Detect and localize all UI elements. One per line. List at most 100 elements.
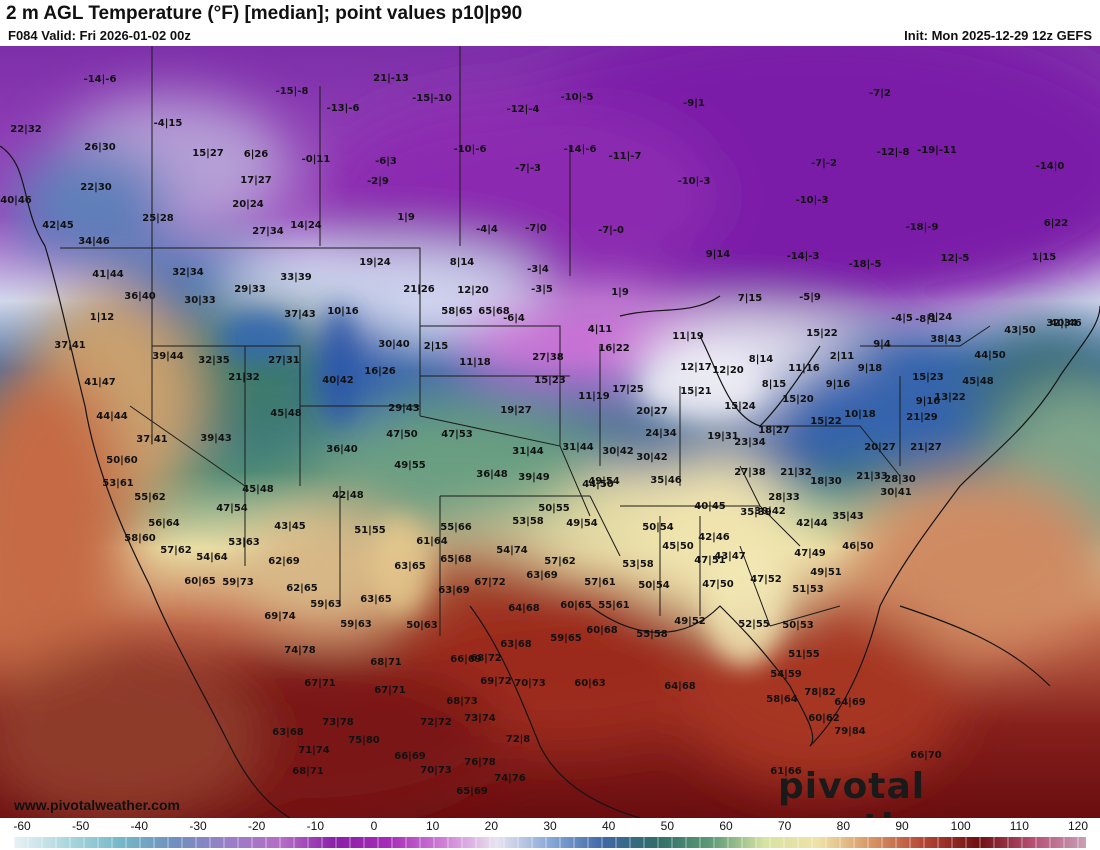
- point-value-label: 8|14: [749, 354, 774, 365]
- point-value-label: 72|72: [420, 717, 452, 728]
- point-value-label: 76|78: [464, 757, 496, 768]
- point-value-label: 50|54: [638, 580, 670, 591]
- point-value-label: 67|72: [474, 577, 506, 588]
- point-value-label: -4|15: [154, 118, 183, 129]
- point-value-label: -14|-6: [564, 144, 597, 155]
- point-value-label: 30|40: [378, 339, 410, 350]
- point-value-label: 7|15: [738, 293, 763, 304]
- colorbar-tick-label: 20: [484, 819, 499, 833]
- point-value-label: 21|29: [906, 412, 938, 423]
- point-value-label: 62|65: [286, 583, 318, 594]
- point-value-label: 50|53: [782, 620, 814, 631]
- point-value-label: 53|61: [102, 478, 134, 489]
- point-value-label: 54|59: [770, 669, 802, 680]
- point-value-label: 68|73: [446, 696, 478, 707]
- colorbar-tick-label: -10: [306, 819, 324, 833]
- point-value-label: 69|74: [264, 611, 296, 622]
- point-value-label: 57|62: [160, 545, 192, 556]
- point-value-label: 20|27: [864, 442, 896, 453]
- point-value-label: 21|26: [403, 284, 435, 295]
- point-value-label: 40|45: [694, 501, 726, 512]
- point-value-label: 37|41: [54, 340, 86, 351]
- point-value-label: 43|50: [1004, 325, 1036, 336]
- valid-time: F084 Valid: Fri 2026-01-02 00z: [8, 28, 191, 43]
- point-value-label: 47|53: [441, 429, 473, 440]
- point-value-label: 13|22: [934, 392, 966, 403]
- point-value-label: 70|73: [514, 678, 546, 689]
- point-value-label: -18|-9: [906, 222, 939, 233]
- point-value-label: 15|22: [806, 328, 838, 339]
- point-value-label: -5|9: [799, 292, 821, 303]
- point-value-label: 18|27: [758, 425, 790, 436]
- point-value-label: 58|65: [441, 306, 473, 317]
- point-value-label: 57|61: [584, 577, 616, 588]
- point-value-label: 30|41: [880, 487, 912, 498]
- point-value-label: 57|62: [544, 556, 576, 567]
- point-value-label: 12|-5: [941, 253, 970, 264]
- point-value-label: 8|24: [928, 312, 953, 323]
- point-value-label: 73|78: [322, 717, 354, 728]
- point-value-label: 31|44: [562, 442, 594, 453]
- point-value-label: 68|72: [470, 653, 502, 664]
- point-value-label: 19|24: [359, 257, 391, 268]
- point-value-label: -11|-7: [609, 151, 642, 162]
- point-value-label: 21|27: [910, 442, 942, 453]
- point-value-label: 19|27: [500, 405, 532, 416]
- point-value-label: 27|38: [532, 352, 564, 363]
- point-value-label: -12|-8: [877, 147, 910, 158]
- point-value-label: 54|64: [196, 552, 228, 563]
- point-value-label: 47|54: [216, 503, 248, 514]
- point-value-label: 20|24: [232, 199, 264, 210]
- point-value-label: -19|-11: [917, 145, 957, 156]
- point-value-label: 63|69: [526, 570, 558, 581]
- point-value-label: 24|34: [645, 428, 677, 439]
- point-value-label: 15|22: [810, 416, 842, 427]
- point-value-label: 44|44: [96, 411, 128, 422]
- point-value-label: 50|54: [642, 522, 674, 533]
- point-value-label: 14|24: [290, 220, 322, 231]
- point-value-label: 54|74: [496, 545, 528, 556]
- point-value-label: -10|-6: [454, 144, 487, 155]
- point-value-label: 9|14: [706, 249, 731, 260]
- point-value-label: 62|69: [268, 556, 300, 567]
- colorbar-tick-label: 100: [950, 819, 971, 833]
- point-value-label: 2|11: [830, 351, 855, 362]
- point-value-label: 68|71: [370, 657, 402, 668]
- point-value-label: 39|49: [518, 472, 550, 483]
- point-value-label: 32|34: [1046, 318, 1078, 329]
- point-value-label: 61|64: [416, 536, 448, 547]
- point-value-label: 74|76: [494, 773, 526, 784]
- point-value-label: 63|69: [438, 585, 470, 596]
- point-value-label: 8|14: [450, 257, 475, 268]
- point-value-label: 37|41: [136, 434, 168, 445]
- point-value-label: 30|42: [636, 452, 668, 463]
- point-value-label: 69|72: [480, 676, 512, 687]
- point-value-label: -14|-3: [787, 251, 820, 262]
- point-value-label: 22|32: [10, 124, 42, 135]
- colorbar-tick-label: 110: [1009, 819, 1029, 833]
- point-value-label: 45|48: [270, 408, 302, 419]
- point-value-label: 59|65: [550, 633, 582, 644]
- temperature-map: -14|-6 -15|-8 21|-13-15|-10 -13|-6 -12|-4 -10…: [0, 46, 1100, 818]
- point-value-label: -15|-10: [412, 93, 452, 104]
- point-value-label: 40|46: [1050, 318, 1082, 329]
- colorbar-tick-label: -30: [189, 819, 207, 833]
- point-value-label: 6|26: [244, 149, 269, 160]
- colorbar-tick-label: -60: [13, 819, 31, 833]
- point-value-label: 27|31: [268, 355, 300, 366]
- point-value-label: 21|-13: [373, 73, 409, 84]
- point-value-label: 36|40: [326, 444, 358, 455]
- point-value-label: 29|33: [234, 284, 266, 295]
- point-value-label: 41|47: [84, 377, 116, 388]
- point-value-label: 75|80: [348, 735, 380, 746]
- point-value-label: 40|42: [322, 375, 354, 386]
- point-value-label: 49|51: [810, 567, 842, 578]
- point-value-label: 31|44: [512, 446, 544, 457]
- point-value-label: 51|55: [354, 525, 386, 536]
- point-value-label: 74|78: [284, 645, 316, 656]
- point-value-label: 12|17: [680, 362, 712, 373]
- point-value-label: 47|50: [702, 579, 734, 590]
- point-value-label: 20|27: [636, 406, 668, 417]
- colorbar-tick-label: 10: [425, 819, 440, 833]
- point-value-label: 68|71: [292, 766, 324, 777]
